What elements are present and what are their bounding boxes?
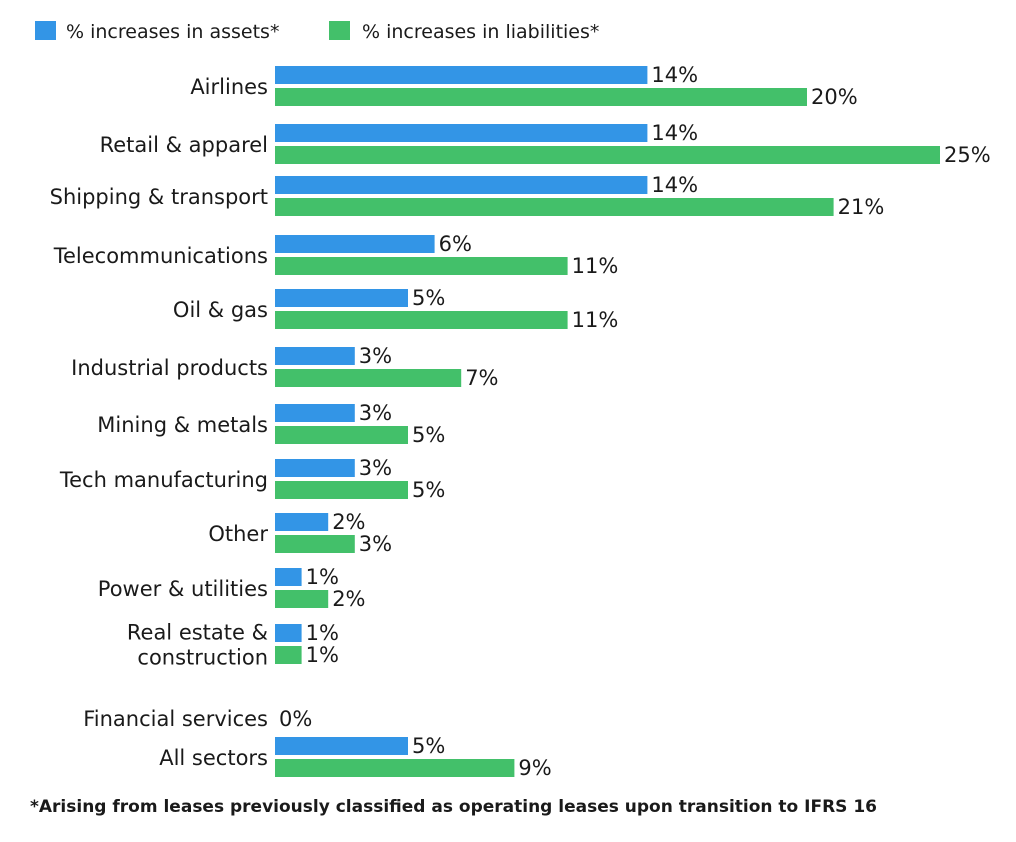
bar-assets: [275, 568, 302, 586]
data-label-liabilities: 20%: [811, 85, 858, 109]
legend-label-liabilities: % increases in liabilities*: [362, 21, 599, 43]
bar-assets: [275, 289, 408, 307]
data-label-assets: 5%: [412, 734, 445, 758]
data-label-liabilities: 3%: [359, 532, 392, 556]
category-label: construction: [137, 646, 268, 670]
data-label-liabilities: 2%: [332, 587, 365, 611]
bar-liabilities: [275, 88, 807, 106]
data-label-liabilities: 5%: [412, 423, 445, 447]
bar-assets: [275, 235, 435, 253]
category-label: Power & utilities: [98, 577, 268, 601]
data-label-assets: 3%: [359, 401, 392, 425]
bar-assets: [275, 66, 648, 84]
category-label: Real estate &: [127, 621, 268, 645]
bars: Airlines 14% 20% Retail & apparel 14% 25% Ship…: [50, 63, 991, 780]
bar-assets: [275, 176, 648, 194]
category-label: Telecommunications: [53, 244, 268, 268]
legend-swatch-assets: [35, 21, 56, 40]
data-label-assets: 3%: [359, 344, 392, 368]
data-label-assets: 1%: [306, 565, 339, 589]
bar-liabilities: [275, 481, 408, 499]
data-label-liabilities: 5%: [412, 478, 445, 502]
legend: % increases in assets* % increases in li…: [35, 21, 599, 43]
category-label: Mining & metals: [97, 413, 268, 437]
bar-liabilities: [275, 535, 355, 553]
bar-assets: [275, 347, 355, 365]
footnote: *Arising from leases previously classifi…: [30, 797, 878, 817]
legend-label-assets: % increases in assets*: [66, 21, 279, 43]
category-label: Airlines: [190, 75, 268, 99]
data-label-liabilities: 1%: [306, 643, 339, 667]
data-label-liabilities: 11%: [572, 308, 619, 332]
bar-assets: [275, 459, 355, 477]
bar-assets: [275, 624, 302, 642]
bar-liabilities: [275, 369, 462, 387]
bar-assets: [275, 513, 329, 531]
bar-liabilities: [275, 646, 302, 664]
data-label-liabilities: 21%: [838, 195, 885, 219]
category-label: Oil & gas: [173, 298, 268, 322]
bar-liabilities: [275, 257, 568, 275]
legend-swatch-liabilities: [329, 21, 350, 40]
data-label-assets: 14%: [651, 121, 698, 145]
data-label-assets: 5%: [412, 286, 445, 310]
data-label-liabilities: 11%: [572, 254, 619, 278]
bar-assets: [275, 737, 408, 755]
category-label: Tech manufacturing: [59, 468, 268, 492]
data-label-assets: 14%: [651, 63, 698, 87]
data-label-liabilities: 25%: [944, 143, 991, 167]
bar-liabilities: [275, 198, 834, 216]
data-label-assets: 0%: [279, 707, 312, 731]
data-label-assets: 6%: [439, 232, 472, 256]
data-label-assets: 1%: [306, 621, 339, 645]
bar-liabilities: [275, 146, 940, 164]
bar-liabilities: [275, 590, 329, 608]
data-label-assets: 14%: [651, 173, 698, 197]
data-label-liabilities: 9%: [518, 756, 551, 780]
bar-liabilities: [275, 426, 408, 444]
category-label: All sectors: [159, 746, 268, 770]
category-label: Financial services: [83, 707, 268, 731]
bar-liabilities: [275, 311, 568, 329]
bar-assets: [275, 404, 355, 422]
category-label: Shipping & transport: [50, 185, 268, 209]
bar-liabilities: [275, 759, 515, 777]
bar-assets: [275, 124, 648, 142]
category-label: Industrial products: [71, 356, 268, 380]
category-label: Retail & apparel: [100, 133, 268, 157]
data-label-assets: 3%: [359, 456, 392, 480]
category-label: Other: [208, 522, 268, 546]
data-label-assets: 2%: [332, 510, 365, 534]
data-label-liabilities: 7%: [465, 366, 498, 390]
